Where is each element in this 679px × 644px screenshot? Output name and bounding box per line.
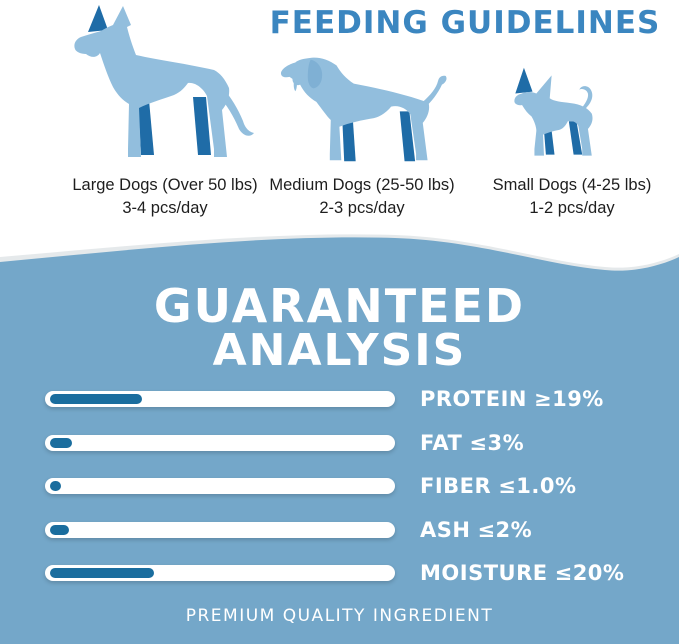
analysis-section-background <box>0 279 679 644</box>
protein-bar-fill <box>50 394 142 404</box>
medium-dogs-amount: 2-3 pcs/day <box>319 199 405 217</box>
ash-row: ASH ≤2% <box>0 518 679 546</box>
fiber-bar-fill <box>50 481 61 491</box>
guaranteed-analysis-title: GUARANTEED ANALYSIS <box>0 279 679 377</box>
moisture-row: MOISTURE ≤20% <box>0 561 679 589</box>
ash-label: ASH ≤2% <box>420 518 533 542</box>
fiber-label: FIBER ≤1.0% <box>420 474 577 498</box>
small-dogs-size-label: Small Dogs (4-25 lbs) <box>492 176 652 194</box>
moisture-bar-track <box>45 565 395 581</box>
medium-dog-icon <box>280 57 447 162</box>
small-dog-icon <box>514 67 593 156</box>
feeding-guidelines-title: FEEDING GUIDELINES <box>269 5 661 41</box>
analysis-title-line1: GUARANTEED <box>153 279 526 333</box>
small-dogs-caption: Small Dogs (4-25 lbs) 1-2 pcs/day <box>477 174 667 220</box>
protein-bar-track <box>45 391 395 407</box>
fat-label: FAT ≤3% <box>420 431 525 455</box>
large-dogs-caption: Large Dogs (Over 50 lbs) 3-4 pcs/day <box>40 174 290 220</box>
protein-label: PROTEIN ≥19% <box>420 387 604 411</box>
large-dogs-amount: 3-4 pcs/day <box>122 199 208 217</box>
large-dog-icon <box>74 5 254 157</box>
fat-row: FAT ≤3% <box>0 431 679 459</box>
fat-bar-fill <box>50 438 73 448</box>
protein-row: PROTEIN ≥19% <box>0 387 679 415</box>
analysis-title-line2: ANALYSIS <box>212 325 467 377</box>
medium-dogs-caption: Medium Dogs (25-50 lbs) 2-3 pcs/day <box>252 174 472 220</box>
fiber-bar-track <box>45 478 395 494</box>
ash-bar-track <box>45 522 395 538</box>
medium-dogs-size-label: Medium Dogs (25-50 lbs) <box>269 176 455 194</box>
large-dogs-size-label: Large Dogs (Over 50 lbs) <box>72 176 258 194</box>
ash-bar-fill <box>50 525 70 535</box>
small-dogs-amount: 1-2 pcs/day <box>529 199 615 217</box>
wave-divider <box>0 234 679 281</box>
moisture-label: MOISTURE ≤20% <box>420 561 625 585</box>
fiber-row: FIBER ≤1.0% <box>0 474 679 502</box>
premium-quality-footer: PREMIUM QUALITY INGREDIENT <box>185 606 494 626</box>
moisture-bar-fill <box>50 568 154 578</box>
fat-bar-track <box>45 435 395 451</box>
